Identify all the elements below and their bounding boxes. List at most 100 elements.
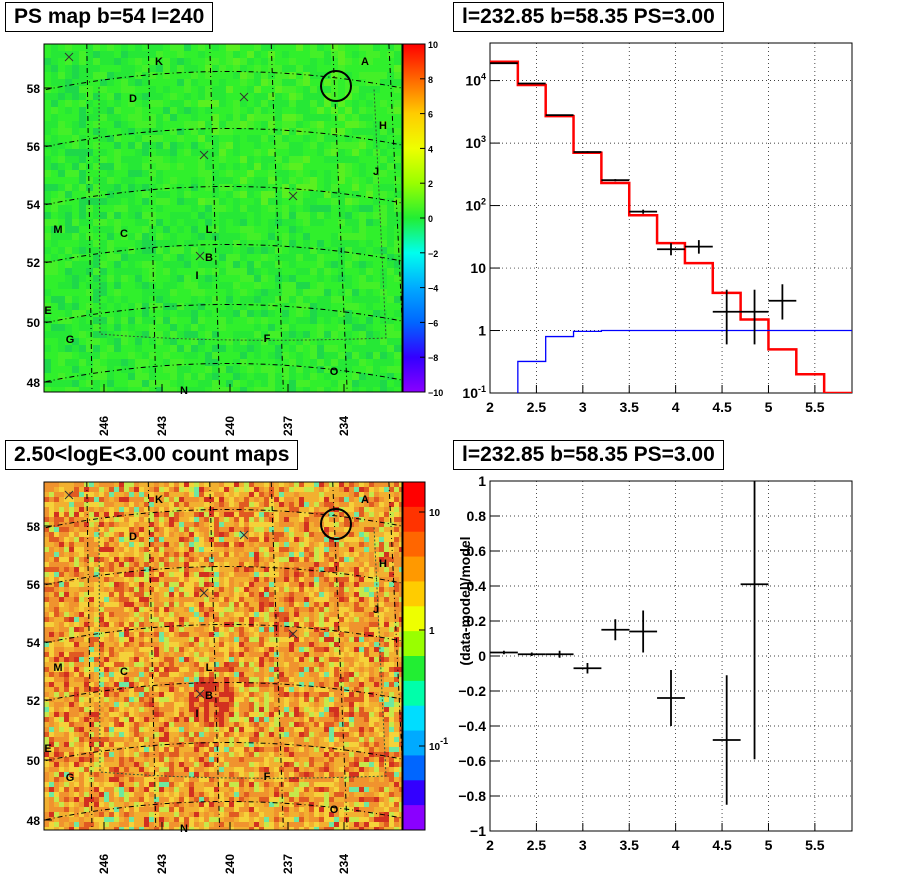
map-pixel (212, 219, 219, 226)
map-pixel (163, 79, 170, 86)
map-pixel (268, 198, 275, 205)
map-pixel (373, 219, 380, 226)
map-pixel (279, 597, 284, 602)
map-pixel (359, 191, 366, 198)
map-pixel (142, 324, 149, 331)
map-pixel (369, 512, 374, 517)
map-pixel (233, 296, 240, 303)
map-pixel (352, 191, 359, 198)
map-pixel (389, 577, 394, 582)
map-pixel (303, 324, 310, 331)
map-pixel (124, 567, 129, 572)
map-pixel (261, 289, 268, 296)
map-pixel (345, 198, 352, 205)
map-pixel (233, 247, 240, 254)
map-pixel (100, 44, 107, 51)
map-pixel (289, 352, 296, 359)
map-pixel (209, 607, 214, 612)
map-pixel (100, 366, 107, 373)
map-pixel (275, 338, 282, 345)
map-pixel (72, 254, 79, 261)
map-pixel (44, 577, 49, 582)
map-pixel (124, 542, 129, 547)
map-pixel (104, 497, 109, 502)
map-pixel (310, 373, 317, 380)
map-pixel (58, 338, 65, 345)
map-pixel (319, 607, 324, 612)
map-pixel (309, 487, 314, 492)
map-pixel (282, 212, 289, 219)
map-pixel (399, 632, 402, 637)
map-pixel (209, 497, 214, 502)
map-pixel (289, 507, 294, 512)
map-pixel (339, 567, 344, 572)
map-pixel (170, 142, 177, 149)
map-pixel (338, 72, 345, 79)
map-pixel (58, 261, 65, 268)
map-pixel (261, 65, 268, 72)
map-pixel (184, 219, 191, 226)
map-pixel (124, 617, 129, 622)
map-pixel (144, 617, 149, 622)
map-pixel (128, 135, 135, 142)
map-pixel (134, 532, 139, 537)
map-pixel (310, 282, 317, 289)
map-pixel (240, 310, 247, 317)
map-pixel (289, 72, 296, 79)
map-pixel (212, 149, 219, 156)
map-pixel (279, 627, 284, 632)
map-pixel (49, 532, 54, 537)
map-pixel (198, 310, 205, 317)
map-pixel (135, 254, 142, 261)
map-pixel (261, 338, 268, 345)
map-pixel (247, 366, 254, 373)
map-pixel (212, 58, 219, 65)
map-pixel (303, 282, 310, 289)
map-pixel (338, 86, 345, 93)
map-pixel (139, 527, 144, 532)
map-pixel (352, 254, 359, 261)
map-pixel (269, 497, 274, 502)
map-pixel (74, 577, 79, 582)
map-pixel (128, 282, 135, 289)
map-pixel (144, 482, 149, 487)
map-pixel (64, 507, 69, 512)
map-pixel (134, 637, 139, 642)
map-pixel (379, 587, 384, 592)
map-pixel (154, 527, 159, 532)
map-pixel (51, 114, 58, 121)
map-pixel (184, 562, 189, 567)
map-pixel (205, 51, 212, 58)
map-pixel (51, 233, 58, 240)
map-pixel (282, 72, 289, 79)
map-pixel (59, 642, 64, 647)
map-pixel (109, 597, 114, 602)
map-pixel (359, 107, 366, 114)
map-pixel (129, 492, 134, 497)
map-pixel (310, 121, 317, 128)
map-pixel (107, 72, 114, 79)
map-pixel (74, 482, 79, 487)
map-pixel (79, 359, 86, 366)
map-pixel (344, 492, 349, 497)
map-pixel (64, 592, 69, 597)
map-pixel (349, 572, 354, 577)
map-pixel (205, 114, 212, 121)
map-pixel (384, 512, 389, 517)
map-pixel (170, 254, 177, 261)
map-pixel (94, 617, 99, 622)
map-pixel (264, 532, 269, 537)
map-pixel (79, 142, 86, 149)
map-pixel (205, 212, 212, 219)
map-pixel (239, 587, 244, 592)
map-pixel (177, 86, 184, 93)
map-pixel (304, 627, 309, 632)
map-pixel (284, 602, 289, 607)
map-pixel (174, 567, 179, 572)
map-pixel (64, 537, 69, 542)
map-pixel (219, 79, 226, 86)
map-pixel (275, 100, 282, 107)
selected-source-circle (320, 70, 352, 102)
map-pixel (345, 226, 352, 233)
map-pixel (234, 602, 239, 607)
